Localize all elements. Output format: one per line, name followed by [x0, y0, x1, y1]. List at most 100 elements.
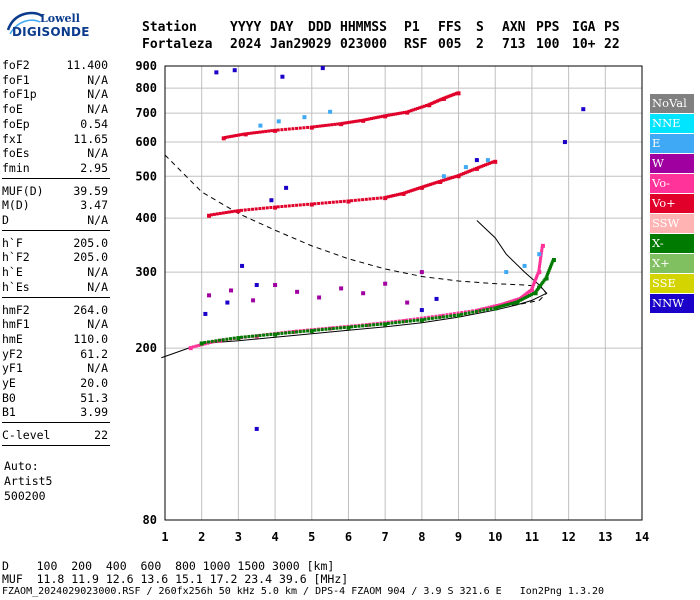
echo-mark — [333, 122, 337, 126]
param-row: hmF2 264.0 — [2, 303, 108, 317]
echo-mark — [191, 345, 195, 349]
echo-mark — [291, 204, 295, 208]
header-value: 713 — [502, 37, 526, 52]
echo-mark — [427, 317, 431, 321]
data-point — [280, 74, 285, 79]
echo-mark — [230, 210, 234, 214]
echo-mark — [540, 246, 544, 250]
echo-mark — [226, 135, 230, 139]
echo-mark — [550, 261, 554, 265]
data-point — [302, 115, 307, 120]
param-value: 51.3 — [80, 390, 108, 405]
echo-mark — [341, 121, 345, 125]
echo-mark — [306, 202, 310, 206]
echo-mark — [407, 109, 411, 113]
echo-mark — [413, 107, 417, 111]
header-label: Station — [142, 20, 197, 35]
legend-item: SSW — [650, 214, 694, 233]
data-point — [251, 298, 256, 303]
echo-mark — [251, 334, 255, 338]
echo-mark — [445, 313, 449, 317]
echo-mark — [456, 311, 460, 315]
data-point — [529, 288, 534, 293]
echo-mark — [407, 190, 411, 194]
param-row: yF2 61.2 — [2, 347, 108, 361]
param-row: MUF(D) 39.59 — [2, 184, 108, 198]
echo-mark — [324, 327, 328, 331]
header-value: 10+ — [572, 37, 596, 52]
echo-mark — [265, 206, 269, 210]
echo-mark — [315, 124, 319, 128]
y-tick-label: 200 — [135, 341, 157, 355]
echo-mark — [422, 104, 426, 108]
echo-mark — [347, 120, 351, 124]
echo-mark — [517, 299, 521, 303]
echo-mark — [291, 127, 295, 131]
echo-mark — [402, 110, 406, 114]
echo-mark — [249, 131, 253, 135]
data-point — [383, 281, 388, 286]
echo-mark — [331, 200, 335, 204]
echo-mark — [390, 321, 394, 325]
echo-mark — [284, 331, 288, 335]
echo-mark — [239, 133, 243, 137]
header-label: IGA — [572, 20, 596, 35]
echo-mark — [368, 323, 372, 327]
echo-mark — [400, 111, 404, 115]
data-point — [339, 122, 344, 127]
echo-mark — [262, 333, 266, 337]
echo-mark — [445, 314, 449, 318]
echo-mark — [425, 184, 429, 188]
param-label: h`E — [2, 265, 23, 280]
header-label: AXN — [502, 20, 526, 35]
data-point — [463, 165, 468, 170]
echo-mark — [465, 170, 469, 174]
param-label: yF2 — [2, 346, 23, 361]
echo-mark — [454, 174, 458, 178]
echo-mark — [418, 106, 422, 110]
echo-mark — [485, 307, 489, 311]
echo-mark — [240, 208, 244, 212]
param-label: foF1 — [2, 72, 30, 87]
autoscale-info: Artist5 — [4, 473, 53, 488]
param-label: foF1p — [2, 87, 37, 102]
param-label: foF2 — [2, 58, 30, 72]
echo-mark — [221, 211, 225, 215]
header-value: 023000 — [340, 37, 387, 52]
data-point — [383, 322, 388, 327]
echo-mark — [298, 203, 302, 207]
echo-mark — [531, 292, 535, 296]
echo-mark — [350, 199, 354, 203]
echo-mark — [224, 211, 228, 215]
legend-item: NoVal — [650, 94, 694, 113]
y-tick-label: 800 — [135, 81, 157, 95]
echo-mark — [409, 109, 413, 113]
data-point — [273, 128, 278, 133]
echo-mark — [306, 329, 310, 333]
echo-mark — [223, 135, 227, 139]
x-tick-label: 1 — [161, 530, 168, 544]
echo-mark — [396, 112, 400, 116]
data-point — [383, 114, 388, 119]
header-value: 029 — [308, 37, 332, 52]
echo-mark — [504, 303, 508, 307]
echo-mark — [535, 275, 539, 279]
param-value: 2.95 — [80, 160, 108, 175]
echo-mark — [324, 201, 328, 205]
param-value: 110.0 — [73, 331, 108, 346]
echo-mark — [335, 326, 339, 330]
echo-mark — [416, 106, 420, 110]
echo-mark — [369, 117, 373, 121]
header-label: YYYY — [230, 20, 262, 35]
param-value: N/A — [87, 265, 108, 280]
echo-mark — [449, 312, 453, 316]
echo-mark — [403, 191, 407, 195]
echo-mark — [539, 256, 543, 260]
echo-mark — [243, 208, 247, 212]
data-point — [273, 205, 278, 210]
x-tick-label: 3 — [235, 530, 242, 544]
echo-mark — [502, 302, 506, 306]
echo-mark — [420, 105, 424, 109]
param-label: M(D) — [2, 198, 30, 213]
x-tick-label: 13 — [598, 530, 612, 544]
